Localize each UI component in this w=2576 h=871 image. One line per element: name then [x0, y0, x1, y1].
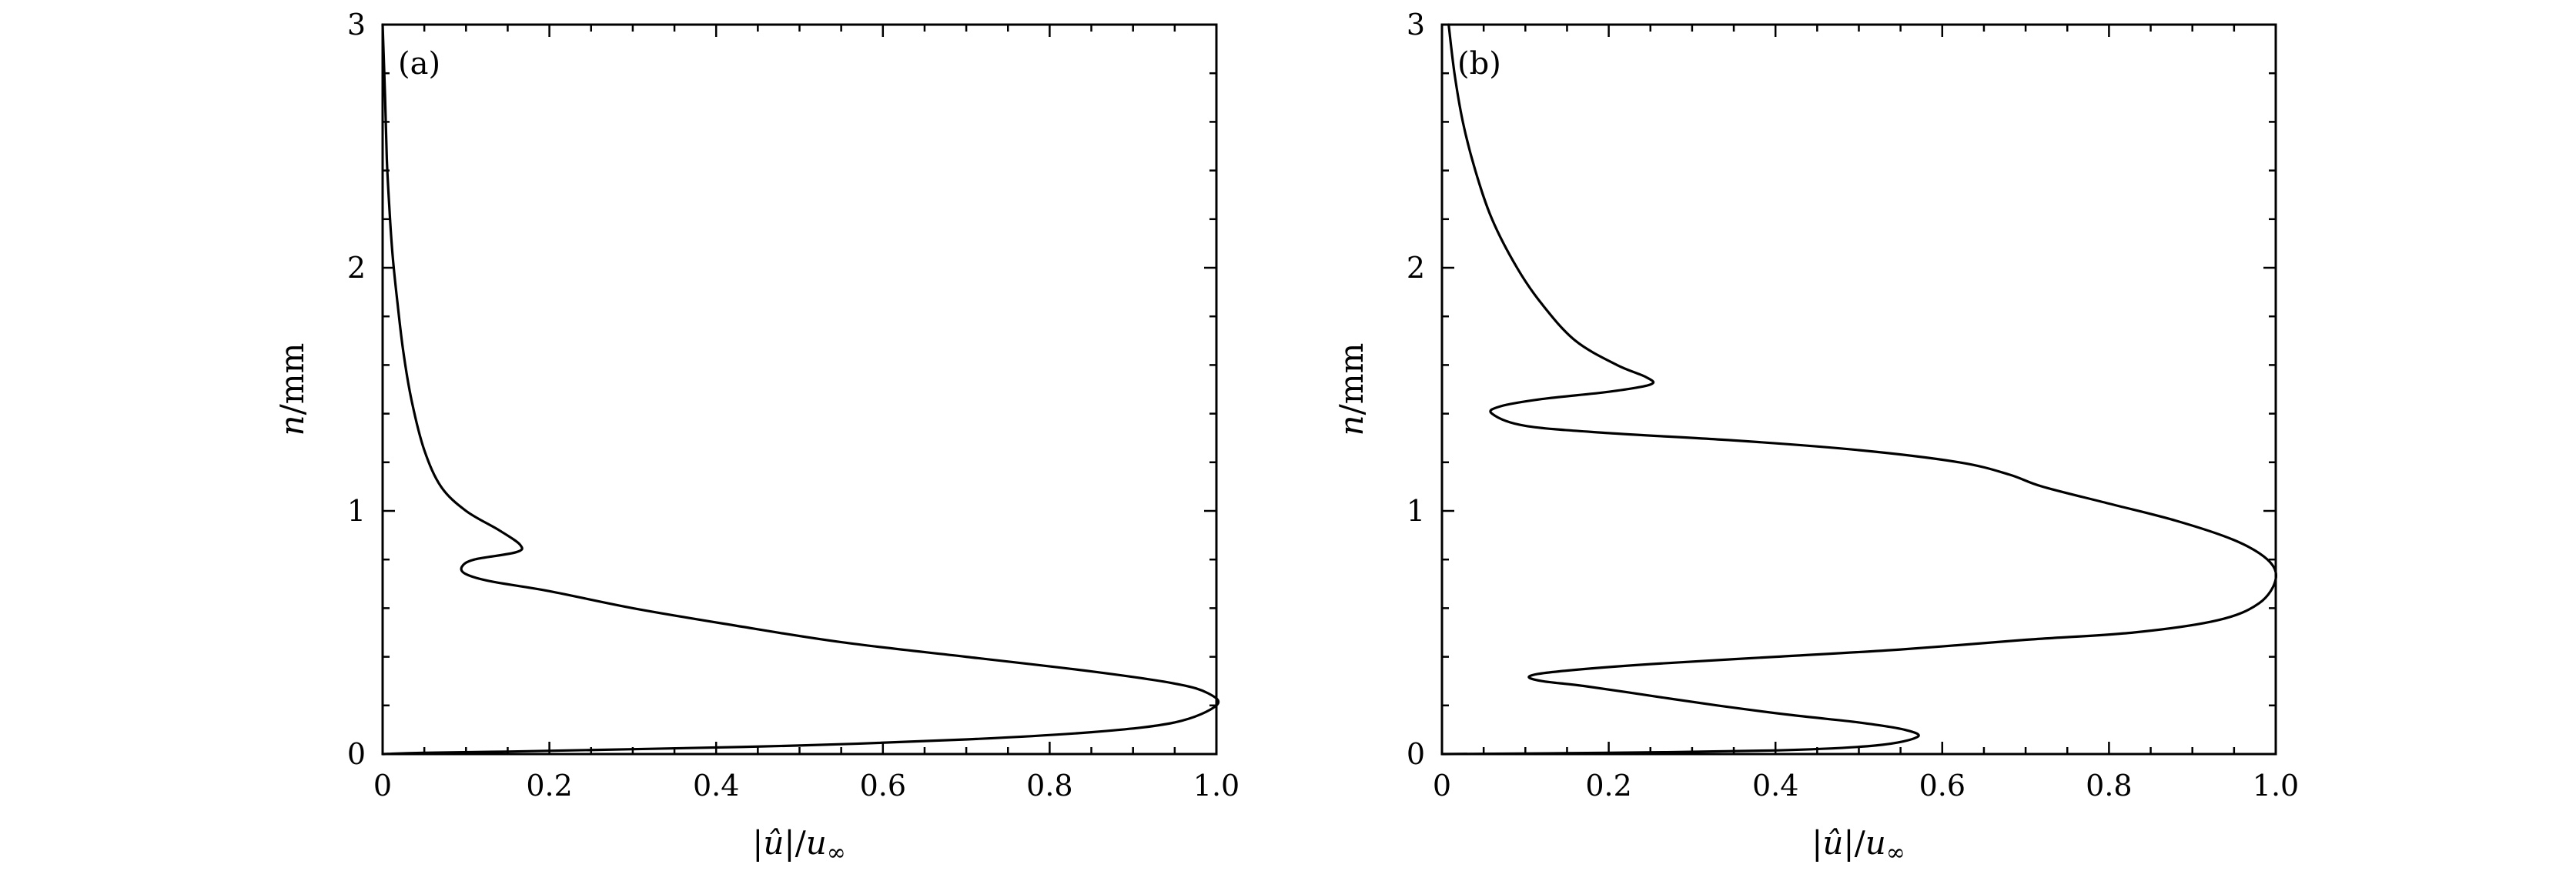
x-axis-label-b-part2: û [1822, 824, 1843, 862]
x-axis-label-b: |û|/u∞ [1812, 824, 1905, 866]
x-axis-label-a-part5: ∞ [827, 839, 846, 866]
x-tick-label: 1.0 [2253, 769, 2299, 803]
x-axis-label-b-part4: u [1865, 824, 1886, 862]
panel-a: (a) 0 0.2 0.4 0.6 0.8 1.0 0 1 2 3 |û|/u∞ n/mm [273, 8, 1239, 866]
x-axis-label-b-part5: ∞ [1886, 839, 1905, 866]
series-line [1440, 23, 2278, 756]
x-ticks-b: 0 0.2 0.4 0.6 0.8 1.0 [1433, 25, 2299, 803]
y-axis-label-a-part1: n [273, 415, 311, 436]
x-axis-label-b-part1: | [1812, 824, 1822, 862]
x-tick-label: 0 [373, 769, 392, 803]
y-tick-label: 3 [347, 8, 366, 42]
x-ticks-a: 0 0.2 0.4 0.6 0.8 1.0 [373, 25, 1239, 803]
panel-b: (b) 0 0.2 0.4 0.6 0.8 1.0 0 1 2 3 |û|/u∞ n/mm [1333, 8, 2299, 866]
series-group-b [1440, 23, 2278, 756]
y-tick-label: 3 [1407, 8, 1425, 42]
x-axis-label-a-part4: u [806, 824, 827, 862]
x-tick-label: 0.6 [1919, 769, 1965, 803]
series-group-a [381, 23, 1220, 756]
plot-frame-a [381, 23, 1218, 756]
panel-label-b: (b) [1457, 46, 1501, 82]
y-axis-label-b-part1: n [1333, 415, 1370, 436]
x-tick-label: 0 [1433, 769, 1451, 803]
x-tick-label: 0.2 [1585, 769, 1631, 803]
x-tick-label: 0.2 [526, 769, 572, 803]
y-tick-label: 1 [1407, 494, 1425, 528]
y-axis-label-a: n/mm [273, 343, 311, 436]
y-axis-label-a-part2: /mm [273, 343, 311, 415]
y-ticks-b: 0 1 2 3 [1407, 8, 2276, 771]
x-tick-label: 0.4 [693, 769, 739, 803]
x-axis-label-a-part1: | [752, 824, 763, 862]
y-axis-label-b-part2: /mm [1333, 343, 1370, 415]
y-axis-label-b: n/mm [1333, 343, 1370, 436]
x-axis-label-b-part3: |/ [1843, 824, 1865, 862]
x-tick-label: 0.8 [2086, 769, 2132, 803]
panel-label-a: (a) [398, 46, 440, 82]
x-tick-label: 0.4 [1752, 769, 1798, 803]
y-tick-label: 1 [347, 494, 366, 528]
y-tick-label: 2 [1407, 251, 1425, 285]
x-axis-label-a-part3: |/ [784, 824, 806, 862]
y-tick-label: 0 [347, 737, 366, 771]
x-axis-label-a-part2: û [763, 824, 784, 862]
x-tick-label: 0.8 [1026, 769, 1072, 803]
plot-frame-b [1440, 23, 2277, 756]
y-ticks-a: 0 1 2 3 [347, 8, 1216, 771]
y-tick-label: 0 [1407, 737, 1425, 771]
y-tick-label: 2 [347, 251, 366, 285]
series-line [381, 23, 1220, 756]
x-tick-label: 1.0 [1193, 769, 1239, 803]
x-axis-label-a: |û|/u∞ [752, 824, 846, 866]
x-tick-label: 0.6 [860, 769, 906, 803]
